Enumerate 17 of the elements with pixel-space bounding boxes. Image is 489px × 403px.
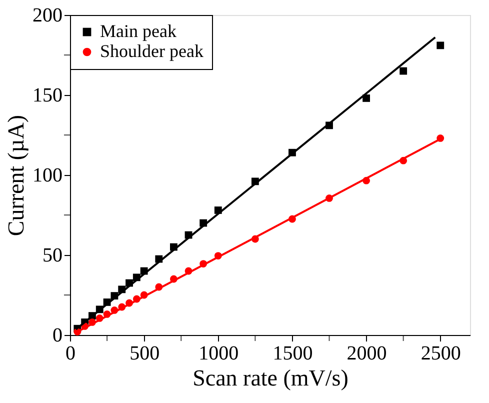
y-tick-label: 50 [42,244,62,266]
x-tick-label: 2000 [346,342,387,364]
y-tick-label: 150 [32,84,62,106]
x-axis-title: Scan rate (mV/s) [192,366,348,390]
x-tick-label: 1500 [272,342,313,364]
x-tick-label: 500 [130,342,160,364]
point [362,94,370,102]
point [400,67,408,75]
legend-label: Shoulder peak [100,41,204,61]
x-tick-label: 1000 [198,342,239,364]
y-tick-label: 200 [32,4,62,26]
y-axis-title: Current (µA) [4,114,28,236]
point [436,42,444,50]
x-tick-label: 2500 [420,342,461,364]
legend-label: Main peak [100,21,176,41]
y-tick-label: 100 [32,164,62,186]
y-tick-label: 0 [52,324,62,346]
